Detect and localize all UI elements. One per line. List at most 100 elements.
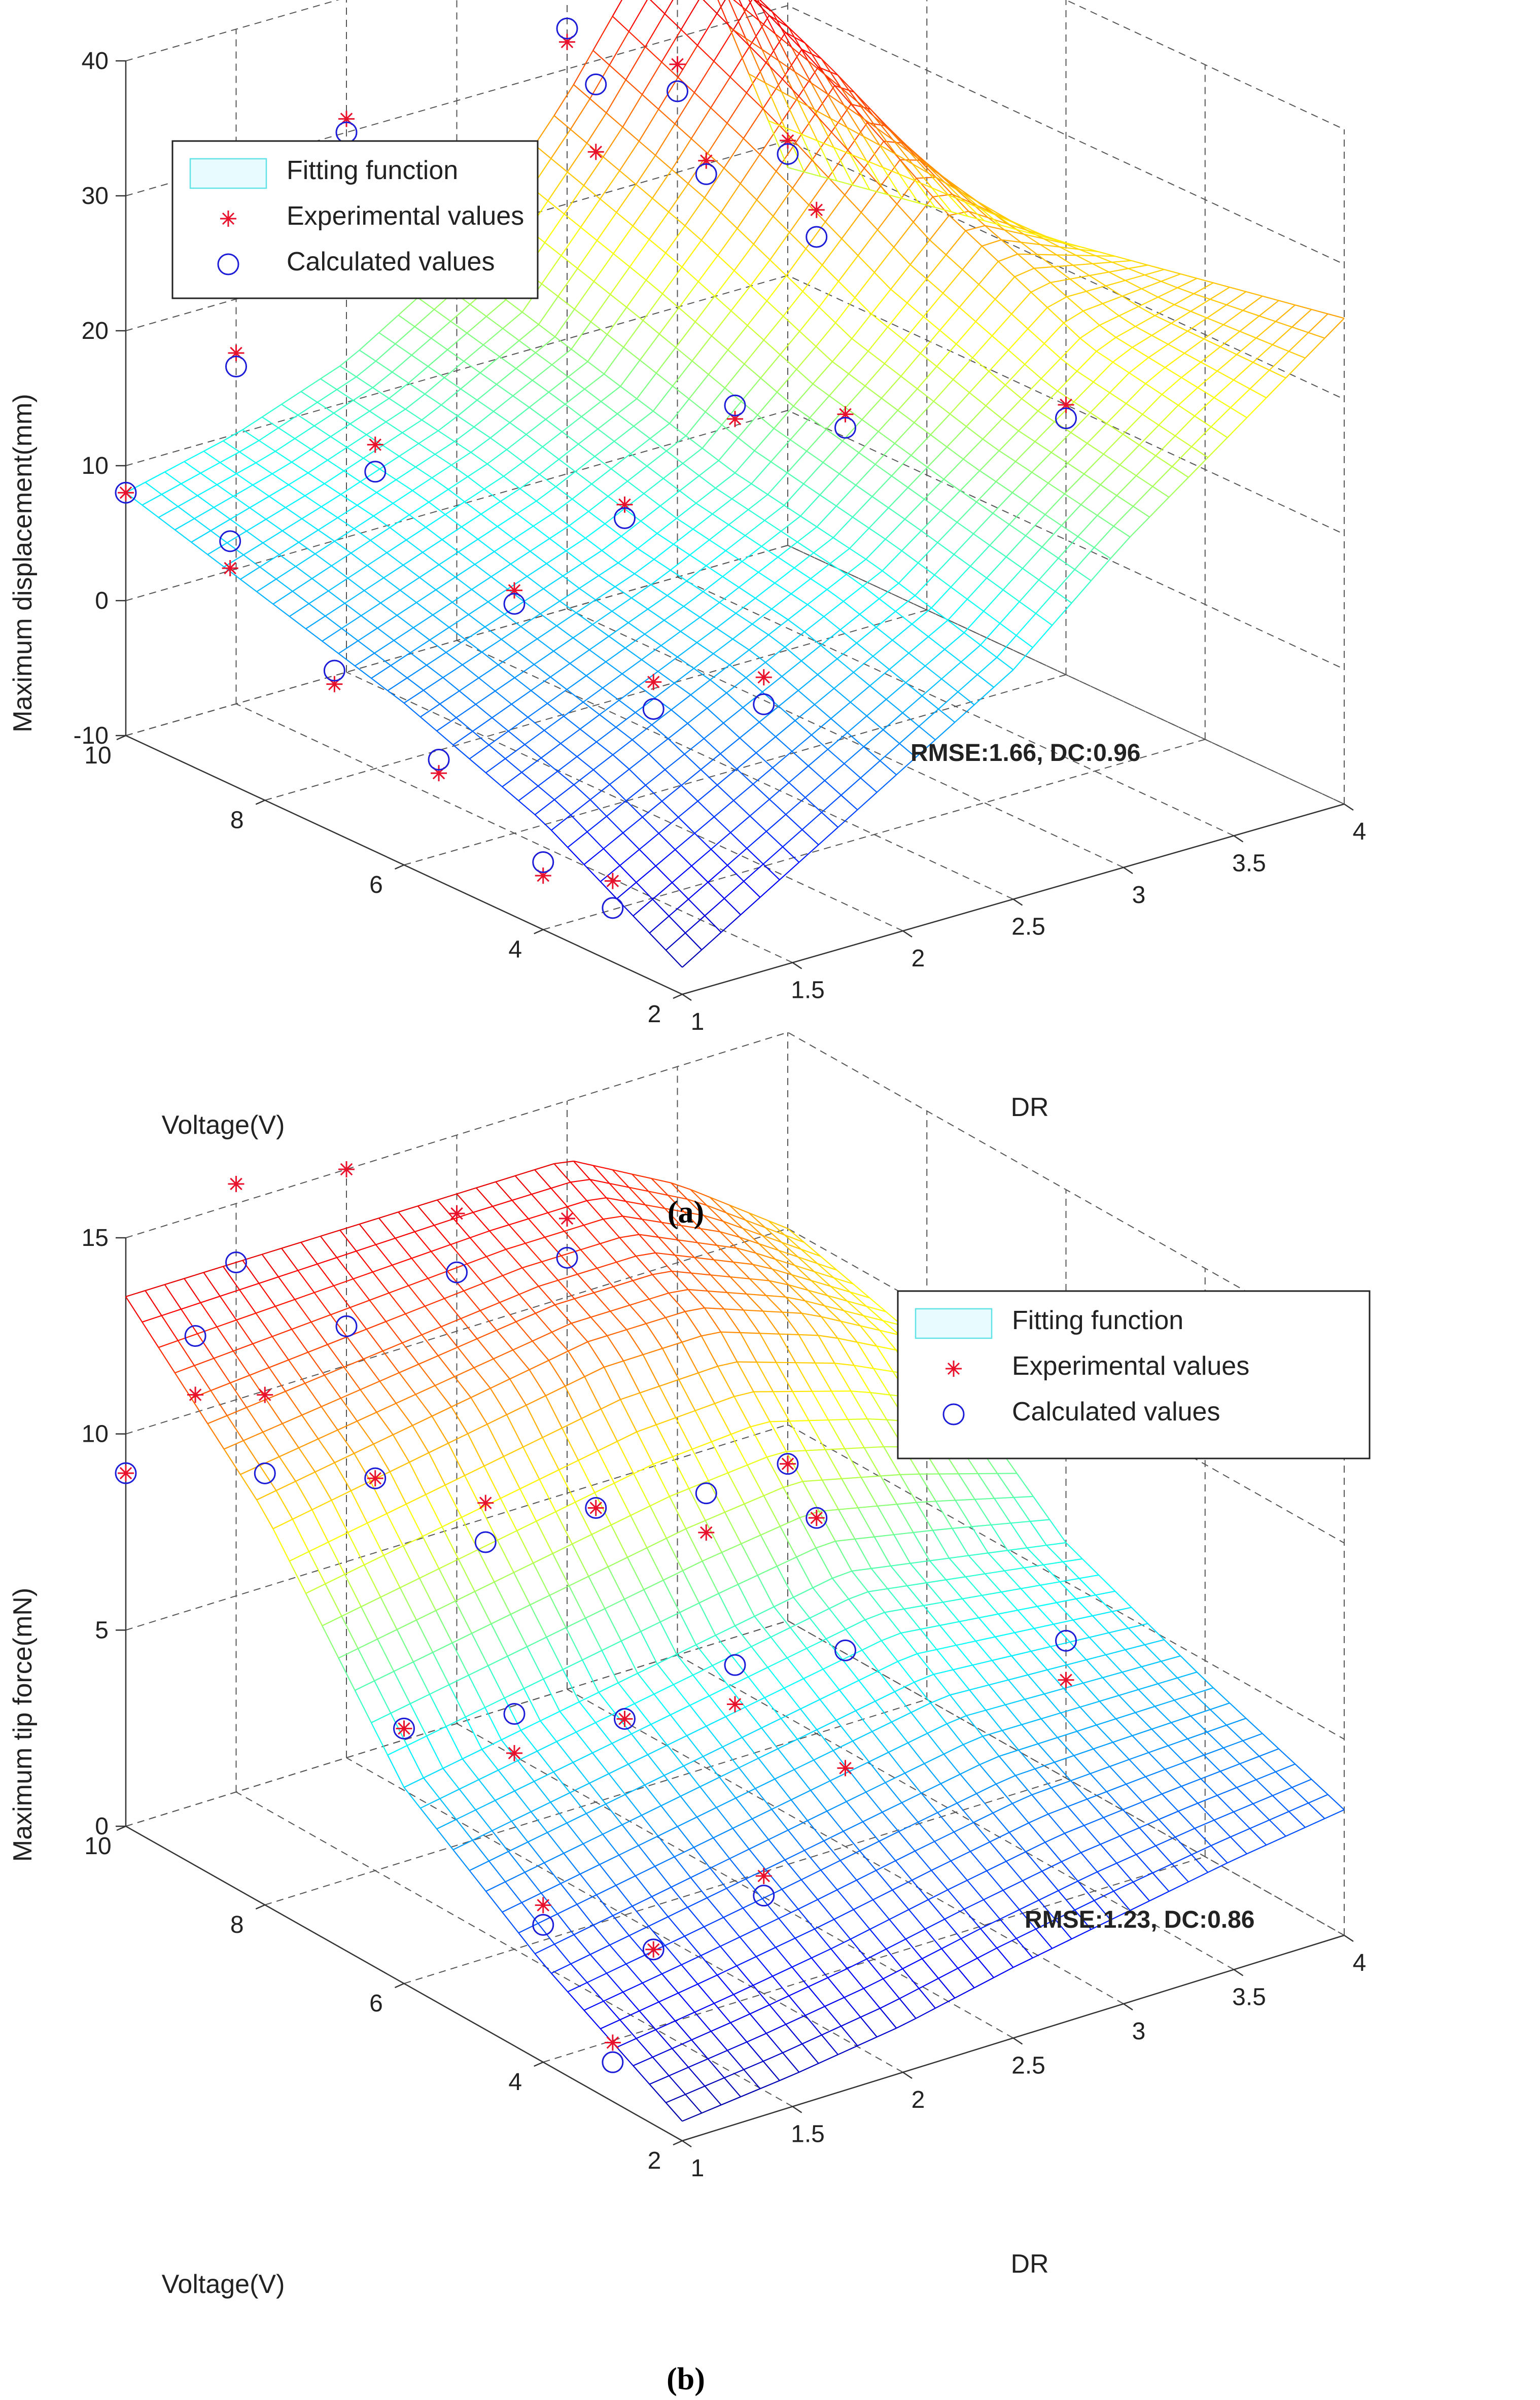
mesh-segment <box>161 1315 179 1341</box>
mesh-segment <box>702 1560 719 1594</box>
mesh-segment <box>863 1447 881 1477</box>
mesh-segment <box>464 1465 484 1476</box>
mesh-segment <box>712 1665 729 1687</box>
mesh-segment <box>1308 1802 1325 1819</box>
mesh-segment <box>1324 1809 1345 1819</box>
mesh-segment <box>203 440 224 452</box>
mesh-segment <box>480 513 498 527</box>
mesh-segment <box>678 801 698 818</box>
mesh-segment <box>1011 314 1029 329</box>
mesh-segment <box>791 1274 812 1281</box>
mesh-segment <box>805 1450 823 1481</box>
mesh-segment <box>542 446 559 460</box>
mesh-segment <box>704 1307 724 1310</box>
mesh-segment <box>1197 277 1214 284</box>
mesh-segment <box>281 391 302 405</box>
mesh-segment <box>771 461 788 473</box>
mesh-segment <box>736 1965 754 1986</box>
mesh-segment <box>789 204 810 233</box>
mesh-segment <box>550 158 568 172</box>
mesh-segment <box>393 1671 411 1704</box>
mesh-segment <box>711 310 732 336</box>
mesh-segment <box>869 685 887 700</box>
mesh-segment <box>858 1680 876 1702</box>
mesh-segment <box>1239 1756 1259 1764</box>
mesh-segment <box>634 573 651 585</box>
y-tick-label: 6 <box>369 1990 383 2017</box>
mesh-segment <box>1008 1674 1028 1681</box>
mesh-segment <box>1113 506 1134 527</box>
mesh-segment <box>294 1292 314 1300</box>
mesh-segment <box>681 1342 699 1373</box>
mesh-segment <box>1043 322 1064 344</box>
mesh-segment <box>439 690 460 705</box>
mesh-segment <box>322 628 342 642</box>
mesh-segment <box>662 1580 680 1613</box>
mesh-segment <box>1151 335 1169 345</box>
mesh-segment <box>291 1321 311 1330</box>
mesh-segment <box>1034 266 1054 269</box>
mesh-segment <box>748 1666 768 1678</box>
mesh-segment <box>1076 1724 1097 1732</box>
mesh-segment <box>915 595 932 609</box>
mesh-segment <box>324 483 341 495</box>
mesh-segment <box>768 619 789 636</box>
mesh-segment <box>1073 381 1094 402</box>
mesh-segment <box>996 1938 1017 1949</box>
mesh-segment <box>662 293 680 308</box>
mesh-segment <box>974 1499 992 1525</box>
mesh-segment <box>716 613 737 629</box>
mesh-segment <box>268 1367 286 1392</box>
mesh-segment <box>635 697 655 713</box>
mesh-segment <box>927 446 948 468</box>
mesh-segment <box>752 1808 772 1820</box>
mesh-segment <box>714 800 734 818</box>
mesh-segment <box>609 1935 629 1946</box>
mesh-segment <box>876 127 897 155</box>
mesh-segment <box>295 1471 316 1482</box>
mesh-segment <box>488 1860 506 1883</box>
mesh-segment <box>941 1938 962 1950</box>
mesh-segment <box>617 1431 637 1442</box>
mesh-segment <box>821 1316 838 1339</box>
mesh-segment <box>686 1725 707 1736</box>
mesh-segment <box>1070 412 1091 433</box>
mesh-segment <box>1046 1545 1064 1562</box>
mesh-segment <box>580 198 601 228</box>
mesh-segment <box>689 1695 710 1706</box>
mesh-segment <box>845 1619 865 1630</box>
mesh-segment <box>256 578 277 593</box>
mesh-segment <box>536 486 556 502</box>
mesh-segment <box>869 669 890 686</box>
mesh-segment <box>559 601 577 613</box>
mesh-segment <box>881 398 898 411</box>
mesh-segment <box>557 1280 575 1299</box>
mesh-segment <box>612 1915 630 1936</box>
mesh-segment <box>597 1450 615 1484</box>
mesh-segment <box>493 411 510 424</box>
mesh-segment <box>563 1843 584 1854</box>
mesh-segment <box>922 695 939 710</box>
experimental-point <box>222 560 238 577</box>
mesh-segment <box>723 1917 741 1938</box>
mesh-segment <box>487 1665 505 1698</box>
mesh-segment <box>867 1591 885 1613</box>
mesh-segment <box>636 398 654 412</box>
mesh-segment <box>695 1634 716 1646</box>
mesh-segment <box>686 565 707 581</box>
mesh-segment <box>498 664 515 678</box>
mesh-segment <box>1014 1632 1032 1652</box>
mesh-segment <box>728 27 750 75</box>
mesh-segment <box>846 1791 866 1802</box>
mesh-segment <box>1194 397 1215 416</box>
mesh-segment <box>639 1393 657 1425</box>
mesh-segment <box>989 524 1010 546</box>
mesh-segment <box>632 1280 650 1300</box>
mesh-segment <box>625 1784 645 1795</box>
mesh-segment <box>469 1860 489 1871</box>
mesh-segment <box>829 1770 850 1782</box>
mesh-segment <box>1258 1756 1276 1772</box>
mesh-segment <box>1269 1819 1286 1837</box>
mesh-segment <box>791 578 811 595</box>
mesh-segment <box>711 2022 731 2032</box>
